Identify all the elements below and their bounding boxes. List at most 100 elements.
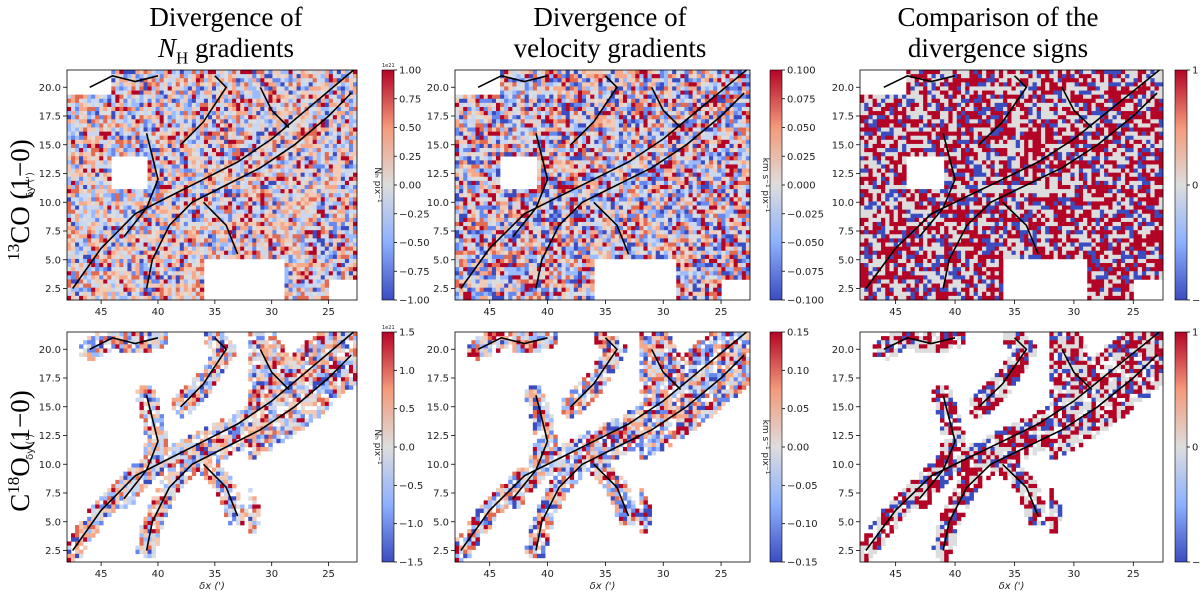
heatmap-cell: [729, 111, 734, 116]
heatmap-cell: [240, 254, 245, 260]
heatmap-cell: [199, 135, 205, 141]
heatmap-cell: [175, 152, 181, 157]
heatmap-cell: [288, 271, 293, 276]
heatmap-cell: [127, 152, 132, 157]
heatmap-cell: [500, 94, 505, 100]
heatmap-cell: [139, 143, 144, 149]
heatmap-cell: [721, 127, 726, 132]
heatmap-cell: [324, 86, 330, 91]
heatmap-cell: [119, 123, 124, 128]
heatmap-cell: [228, 98, 233, 104]
heatmap-cell: [155, 234, 160, 239]
heatmap-cell: [159, 295, 164, 301]
heatmap-cell: [324, 283, 330, 288]
heatmap-cell: [643, 82, 648, 87]
heatmap-cell: [195, 172, 201, 178]
heatmap-cell: [135, 267, 140, 272]
heatmap-cell: [312, 102, 318, 108]
heatmap-cell: [475, 94, 480, 100]
heatmap-cell: [175, 234, 181, 239]
heatmap-cell: [276, 176, 281, 182]
heatmap-cell: [352, 74, 358, 79]
heatmap-cell: [179, 275, 185, 280]
heatmap-cell: [115, 90, 120, 95]
heatmap-cell: [155, 143, 160, 149]
heatmap-cell: [729, 90, 734, 95]
heatmap-cell: [312, 90, 318, 95]
heatmap-cell: [328, 82, 334, 87]
heatmap-cell: [602, 127, 607, 132]
heatmap-cell: [224, 102, 229, 108]
heatmap-cell: [147, 82, 152, 87]
heatmap-cell: [745, 102, 751, 108]
heatmap-cell: [71, 213, 76, 219]
heatmap-cell: [103, 246, 108, 252]
heatmap-cell: [545, 102, 550, 108]
heatmap-cell: [212, 86, 217, 91]
heatmap-cell: [586, 98, 591, 104]
heatmap-cell: [602, 70, 607, 75]
heatmap-cell: [324, 226, 330, 231]
heatmap-cell: [288, 246, 293, 252]
heatmap-cell: [268, 82, 273, 87]
heatmap-cell: [292, 86, 297, 91]
heatmap-cell: [139, 226, 144, 231]
heatmap-cell: [312, 131, 318, 137]
heatmap-cell: [504, 123, 509, 128]
heatmap-cell: [264, 90, 269, 95]
heatmap-cell: [643, 123, 648, 128]
heatmap-cell: [232, 172, 237, 178]
heatmap-cell: [541, 139, 546, 145]
heatmap-cell: [224, 189, 229, 194]
heatmap-cell: [296, 209, 301, 215]
heatmap-cell: [320, 148, 326, 153]
heatmap-cell: [348, 135, 354, 141]
heatmap-cell: [276, 201, 281, 206]
heatmap-cell: [344, 176, 350, 182]
heatmap-cell: [232, 168, 237, 173]
heatmap-cell: [264, 185, 269, 190]
heatmap-cell: [191, 263, 197, 268]
heatmap-cell: [107, 201, 112, 206]
heatmap-cell: [256, 164, 261, 169]
heatmap-cell: [296, 115, 301, 120]
heatmap-cell: [87, 250, 92, 256]
heatmap-cell: [212, 131, 217, 137]
heatmap-cell: [676, 74, 681, 79]
heatmap-cell: [348, 242, 354, 247]
heatmap-cell: [308, 234, 313, 239]
heatmap-cell: [87, 197, 92, 202]
heatmap-cell: [296, 74, 301, 79]
heatmap-cell: [264, 123, 269, 128]
heatmap-cell: [659, 123, 665, 128]
heatmap-cell: [135, 295, 140, 301]
heatmap-cell: [159, 119, 164, 124]
heatmap-cell: [565, 86, 571, 91]
heatmap-cell: [300, 98, 305, 104]
heatmap-cell: [248, 176, 253, 182]
heatmap-cell: [244, 201, 249, 206]
heatmap-cell: [131, 217, 136, 223]
heatmap-cell: [565, 74, 571, 79]
heatmap-cell: [582, 119, 587, 124]
heatmap-cell: [316, 263, 322, 268]
heatmap-cell: [75, 160, 80, 165]
heatmap-cell: [67, 267, 72, 272]
heatmap-cell: [348, 205, 354, 210]
heatmap-cell: [199, 234, 205, 239]
heatmap-cell: [332, 250, 338, 256]
heatmap-cell: [618, 86, 624, 91]
heatmap-cell: [340, 234, 346, 239]
heatmap-cell: [256, 86, 261, 91]
heatmap-cell: [107, 230, 112, 235]
heatmap-cell: [252, 176, 257, 182]
heatmap-cell: [573, 98, 579, 104]
heatmap-cell: [191, 111, 197, 116]
heatmap-cell: [75, 106, 80, 112]
heatmap-cell: [508, 70, 513, 75]
heatmap-cell: [340, 148, 346, 153]
heatmap-cell: [99, 254, 104, 260]
heatmap-cell: [272, 98, 277, 104]
heatmap-cell: [300, 164, 305, 169]
heatmap-cell: [67, 193, 72, 198]
